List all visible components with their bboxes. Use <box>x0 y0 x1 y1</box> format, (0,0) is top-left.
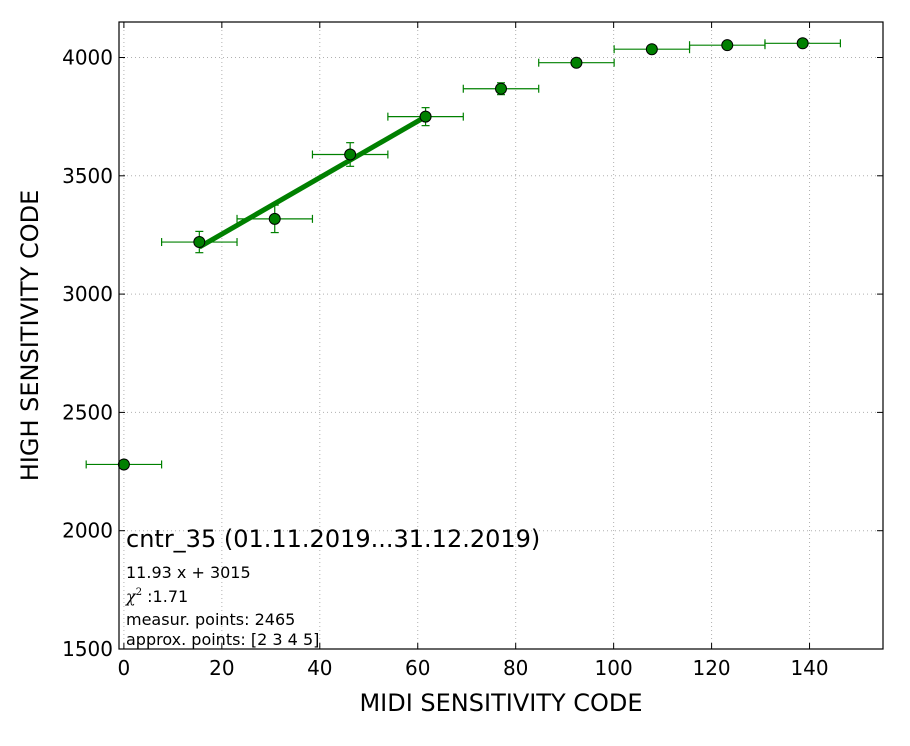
annotation-block: cntr_35 (01.11.2019...31.12.2019) 11.93 … <box>125 525 540 649</box>
x-tick-label: 100 <box>595 656 633 680</box>
plot-frame <box>118 21 884 650</box>
data-point-group <box>462 82 540 96</box>
x-axis-label: MIDI SENSITIVITY CODE <box>359 689 642 717</box>
data-point <box>117 458 130 471</box>
grid <box>119 22 883 650</box>
data-point-group <box>311 142 389 167</box>
y-tick-label: 3000 <box>62 282 113 306</box>
annotation-equation: 11.93 x + 3015 <box>126 563 251 582</box>
y-axis-label: HIGH SENSITIVITY CODE <box>16 190 44 482</box>
chi-superscript: 2 <box>136 587 142 598</box>
annotation-measured-points: measur. points: 2465 <box>126 610 295 629</box>
annotation-title: cntr_35 (01.11.2019...31.12.2019) <box>126 525 540 553</box>
data-point-group <box>764 37 841 50</box>
data-point <box>344 148 357 161</box>
x-tick-label: 80 <box>503 656 528 680</box>
x-tick-label: 140 <box>790 656 828 680</box>
data-point <box>796 37 809 50</box>
data-point <box>645 43 658 56</box>
chi-symbol: χ <box>125 587 137 606</box>
y-tick-label: 2000 <box>62 519 113 543</box>
data-point-group <box>161 230 238 254</box>
data-point <box>495 82 507 95</box>
annotation-approx-points: approx. points: [2 3 4 5] <box>126 630 319 649</box>
data-point-group <box>688 39 766 52</box>
data-points-layer <box>85 37 841 471</box>
y-tick-label: 1500 <box>62 637 113 661</box>
x-tick-label: 0 <box>118 656 131 680</box>
data-point-group <box>387 107 464 127</box>
annotation-chi2: χ2 :1.71 <box>125 587 188 606</box>
data-point-group <box>538 56 615 69</box>
x-tick-label: 40 <box>307 656 332 680</box>
data-point <box>268 212 281 225</box>
data-point-group <box>613 43 691 56</box>
data-point <box>721 39 734 52</box>
data-point <box>570 56 583 69</box>
y-tick-label: 4000 <box>62 45 113 69</box>
data-point <box>193 236 206 249</box>
x-tick-label: 120 <box>692 656 730 680</box>
y-tick-label: 3500 <box>62 164 113 188</box>
x-tick-label: 60 <box>405 656 430 680</box>
data-point <box>419 110 432 123</box>
y-tick-label: 2500 <box>62 400 113 424</box>
chi-value: :1.71 <box>142 587 188 606</box>
fit-line <box>198 114 427 250</box>
data-point-group <box>236 204 314 234</box>
fit-line-layer <box>198 114 427 250</box>
axis-ticks: 0 20 40 60 80 100 120 140 1500 2000 2500 3000 3500 40… <box>62 22 883 680</box>
x-tick-label: 20 <box>209 656 234 680</box>
data-point-group <box>85 458 163 471</box>
